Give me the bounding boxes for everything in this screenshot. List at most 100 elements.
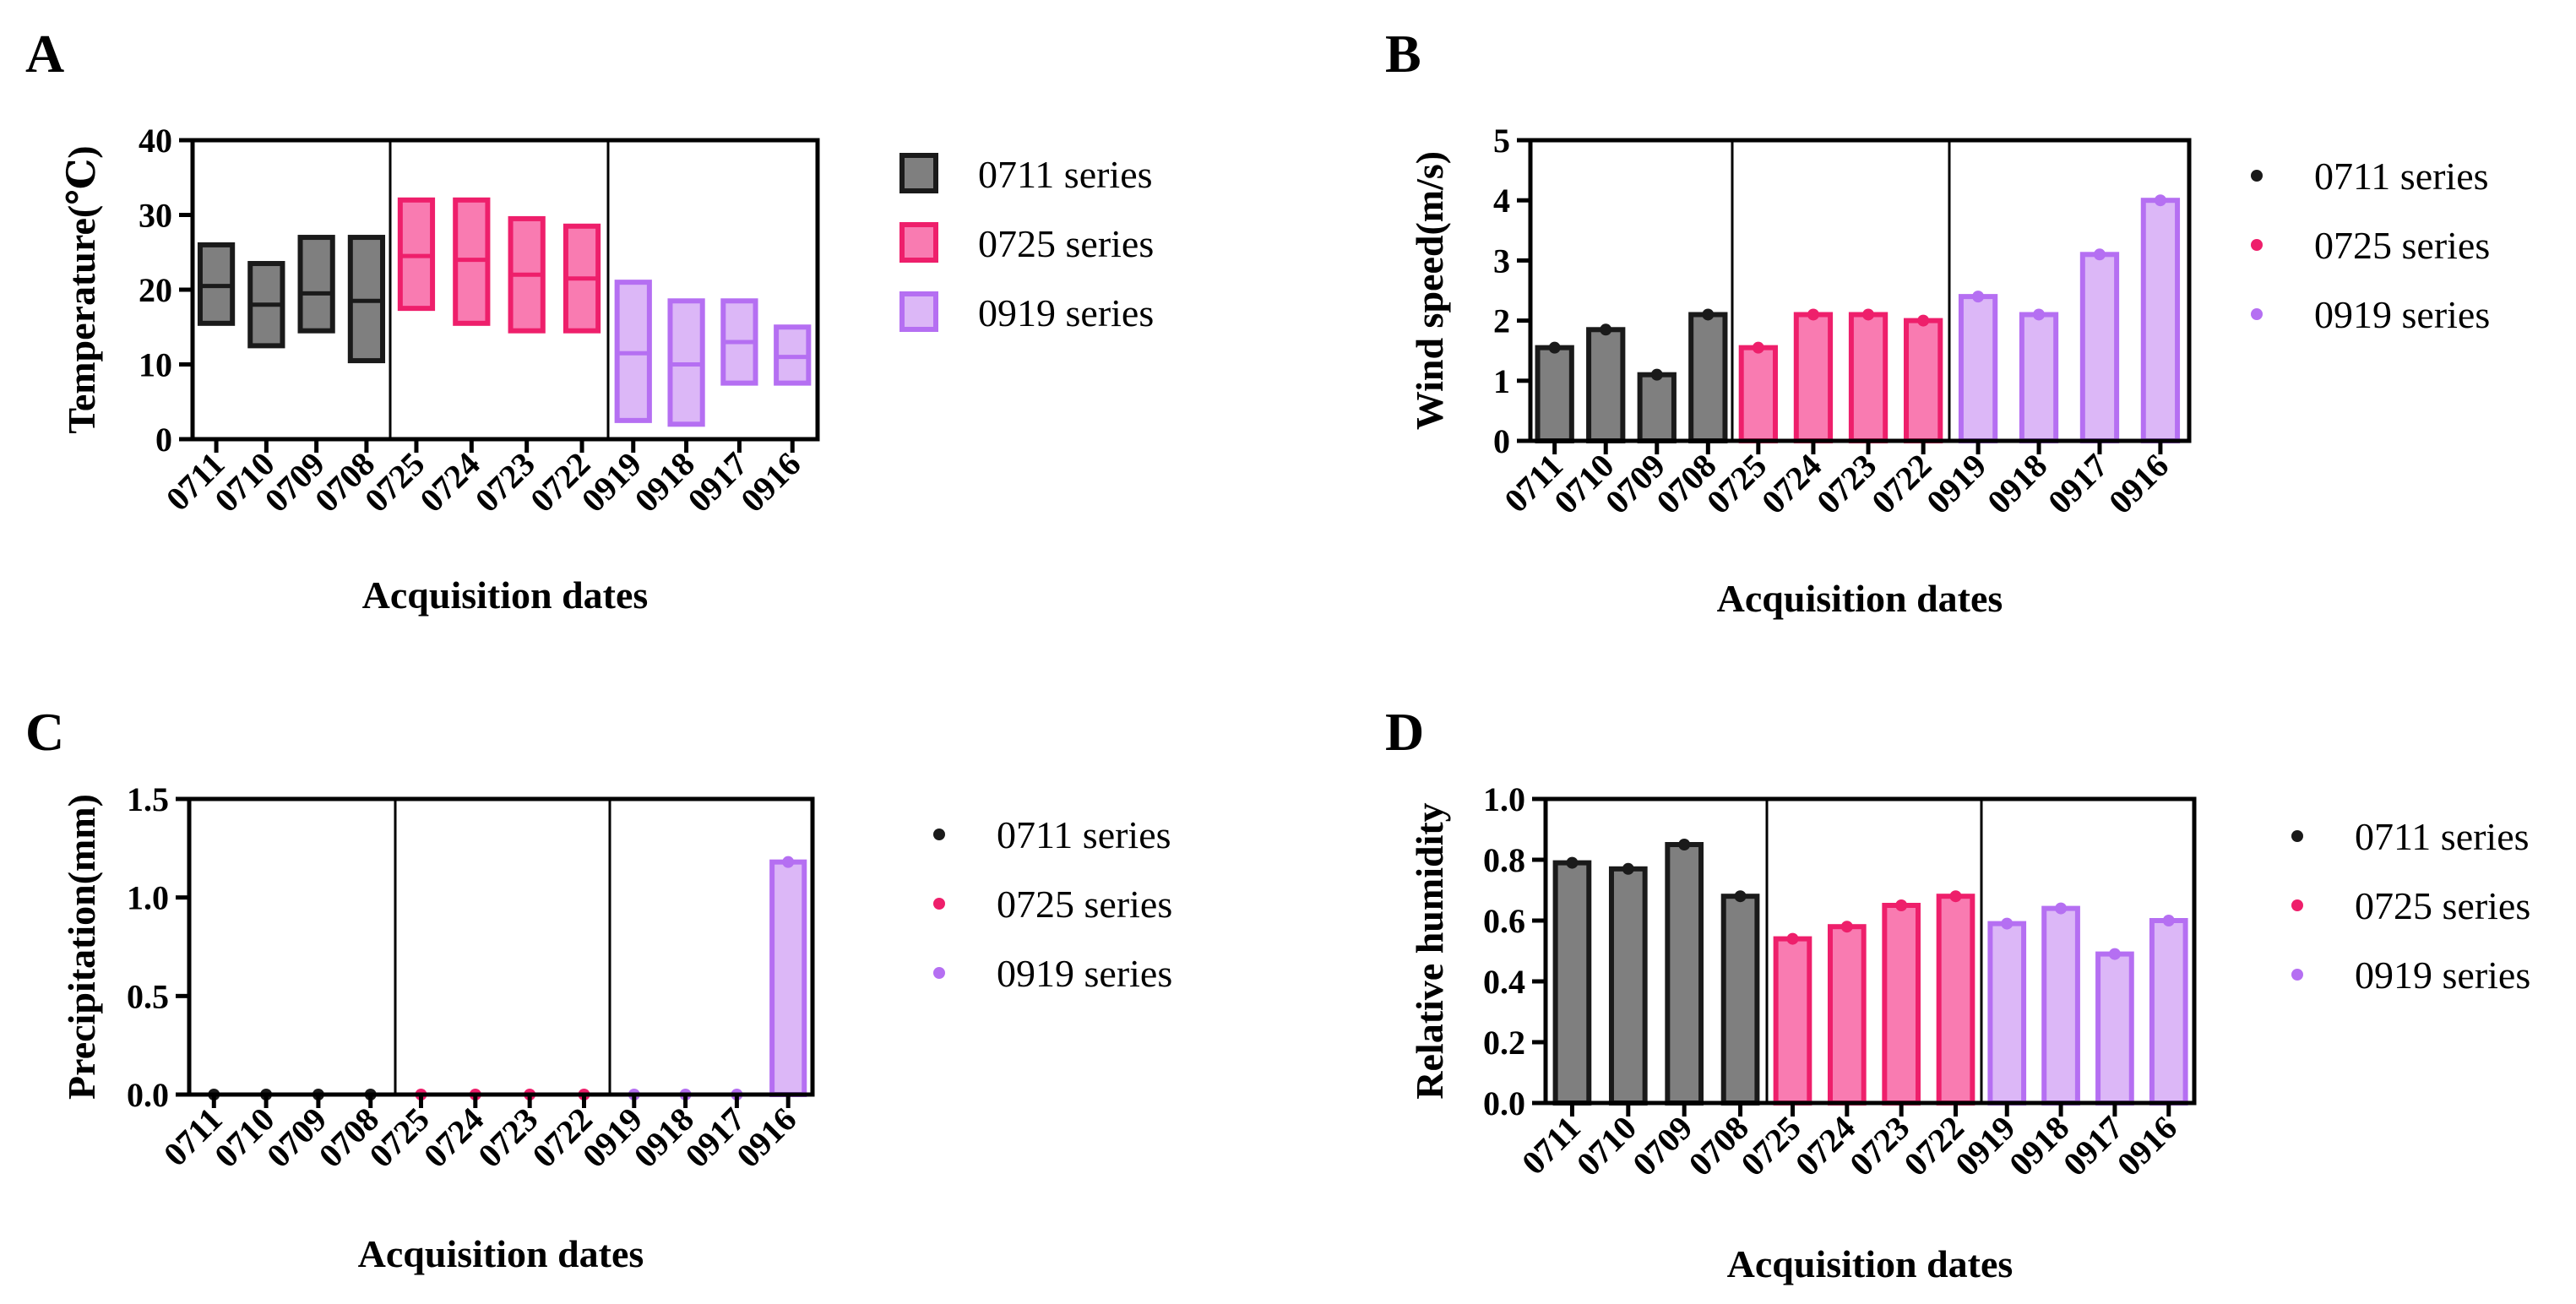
y-tick-label: 2 (1493, 302, 1510, 340)
panel-D: D0.00.20.40.60.81.0071107100709070807250… (1385, 702, 2530, 1285)
x-tick-label: 0916 (733, 445, 807, 519)
y-tick-label: 10 (139, 346, 172, 384)
y-tick-label: 1 (1493, 362, 1510, 400)
panel-A: A010203040071107100709070807250724072307… (25, 24, 1154, 617)
x-tick-label: 0724 (1788, 1109, 1862, 1183)
legend-dot-0919 (2291, 969, 2303, 981)
y-tick-label: 0.4 (1483, 963, 1525, 1001)
legend-label-0725: 0725 series (2314, 224, 2490, 267)
y-tick-label: 30 (139, 197, 172, 235)
data-point-0918 (2033, 308, 2046, 321)
y-tick-label: 0.0 (127, 1076, 169, 1114)
y-axis-title: Temperature(℃) (60, 145, 103, 433)
y-tick-label: 1.0 (127, 879, 169, 917)
bar-0916 (2140, 198, 2181, 443)
y-tick-label: 0 (1493, 422, 1510, 460)
x-tick-label: 0916 (2101, 447, 2176, 521)
x-tick-label: 0916 (729, 1100, 803, 1175)
x-tick-label: 0723 (1809, 447, 1883, 521)
data-point-0710 (1622, 862, 1634, 875)
bar-0916 (769, 859, 807, 1098)
data-point-0919 (2001, 917, 2014, 930)
data-point-0725 (1752, 341, 1764, 354)
legend-label-0711: 0711 series (978, 153, 1153, 196)
bar-0917 (2095, 951, 2134, 1106)
y-tick-label: 5 (1493, 122, 1510, 160)
y-tick-label: 0 (155, 421, 172, 459)
bar-0709 (1665, 842, 1704, 1106)
x-tick-label: 0723 (470, 1100, 545, 1175)
x-axis-title: Acquisition dates (358, 1232, 644, 1275)
y-tick-label: 0.5 (127, 977, 169, 1015)
data-point-0916 (2154, 194, 2166, 207)
bar-0723 (1882, 903, 1921, 1106)
bar-0919 (1958, 294, 1998, 443)
x-tick-label: 0723 (468, 445, 542, 519)
legend-swatch-0725 (899, 222, 938, 263)
legend-swatch-0711 (899, 153, 938, 193)
data-point-0708 (1702, 308, 1715, 321)
x-tick-label: 0724 (416, 1100, 491, 1175)
legend-label-0711: 0711 series (2314, 155, 2489, 198)
x-tick-label: 0722 (1864, 447, 1938, 521)
data-point-0709 (1650, 368, 1663, 381)
y-tick-label: 1.0 (1483, 780, 1525, 818)
bar-0722 (1904, 318, 1943, 443)
bar-0724 (1793, 312, 1834, 444)
x-axis-title: Acquisition dates (1717, 577, 2003, 620)
data-point-0916 (2162, 915, 2175, 926)
x-tick-label: 0724 (412, 445, 486, 519)
bar-0710 (1608, 866, 1648, 1106)
y-tick-label: 0.0 (1483, 1084, 1525, 1122)
data-point-0916 (782, 856, 795, 868)
bar-0711 (1552, 860, 1592, 1106)
data-point-0917 (2108, 948, 2121, 960)
data-point-0724 (1807, 308, 1819, 321)
legend-label-0919: 0919 series (2355, 954, 2530, 997)
bar-0709 (1637, 372, 1677, 443)
bar-0708 (1688, 312, 1728, 444)
x-tick-label: 0916 (2110, 1109, 2184, 1183)
bar-0725 (1773, 936, 1812, 1106)
y-tick-label: 20 (139, 271, 172, 309)
data-point-0917 (2093, 248, 2106, 261)
legend-dot-0725 (2291, 899, 2303, 911)
legend-label-0711: 0711 series (2355, 815, 2530, 858)
x-tick-label: 0725 (361, 1100, 436, 1175)
bar-0916 (2149, 918, 2188, 1106)
data-point-0711 (1566, 856, 1579, 869)
x-tick-label: 0725 (1733, 1109, 1807, 1183)
y-axis-title: Wind speed(m/s) (1408, 151, 1451, 430)
bar-0708 (1720, 894, 1760, 1106)
legend-label-0711: 0711 series (997, 813, 1171, 856)
x-tick-label: 0723 (1842, 1109, 1916, 1183)
plot-frame (1543, 796, 2197, 1106)
plot-frame (1528, 138, 2192, 443)
panel-letter: A (25, 24, 64, 84)
y-tick-label: 3 (1493, 242, 1510, 280)
x-tick-label: 0709 (1625, 1109, 1699, 1183)
y-tick-label: 0.6 (1483, 902, 1525, 940)
data-point-0711 (1548, 341, 1561, 354)
plot-frame (190, 138, 820, 442)
data-point-0918 (2055, 902, 2068, 915)
legend-label-0725: 0725 series (978, 222, 1154, 265)
panel-letter: D (1385, 702, 1424, 762)
x-axis-title: Acquisition dates (1727, 1242, 2014, 1285)
legend-dot-0919 (2251, 308, 2263, 320)
bar-0917 (2079, 252, 2120, 443)
legend-dot-0711 (933, 829, 945, 840)
y-tick-label: 4 (1493, 182, 1510, 220)
data-point-0723 (1895, 899, 1908, 911)
bar-0722 (1936, 894, 1975, 1106)
y-tick-label: 0.8 (1483, 841, 1525, 879)
data-point-0919 (1972, 291, 1985, 303)
bar-0711 (1535, 345, 1574, 444)
data-point-0723 (1862, 308, 1875, 321)
y-axis-title: Precipitation(mm) (60, 794, 103, 1100)
panel-B: B012345071107100709070807250724072307220… (1385, 24, 2490, 620)
bar-0918 (2019, 312, 2059, 444)
bar-0918 (2041, 905, 2080, 1106)
legend-dot-0725 (2251, 239, 2263, 251)
